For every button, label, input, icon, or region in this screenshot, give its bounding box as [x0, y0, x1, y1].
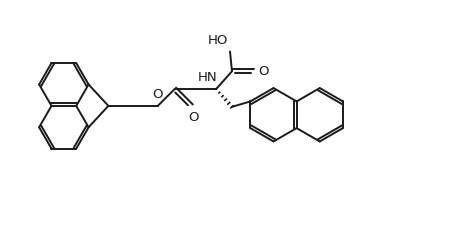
Text: O: O: [188, 111, 199, 124]
Text: HO: HO: [207, 34, 228, 46]
Text: O: O: [152, 88, 163, 101]
Text: O: O: [259, 65, 269, 78]
Text: HN: HN: [197, 71, 217, 84]
